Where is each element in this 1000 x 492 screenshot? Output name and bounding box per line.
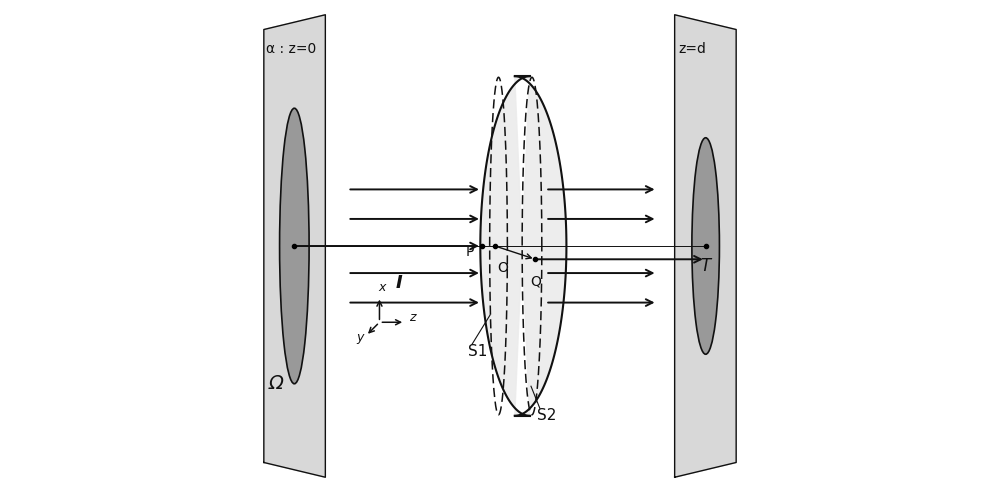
Text: S1: S1 xyxy=(468,344,487,359)
Text: Q: Q xyxy=(530,275,541,288)
Text: α : z=0: α : z=0 xyxy=(266,42,317,56)
Text: T: T xyxy=(701,257,711,275)
Polygon shape xyxy=(480,76,566,416)
Text: y: y xyxy=(356,331,364,344)
Text: S2: S2 xyxy=(537,408,556,423)
Text: Ω: Ω xyxy=(269,374,284,393)
Text: z=d: z=d xyxy=(678,42,706,56)
Text: I: I xyxy=(396,274,403,292)
Text: z: z xyxy=(409,311,415,324)
Polygon shape xyxy=(675,15,736,477)
Text: O: O xyxy=(497,261,508,275)
Ellipse shape xyxy=(692,138,719,354)
Text: P: P xyxy=(466,245,474,259)
Text: x: x xyxy=(379,281,386,294)
Ellipse shape xyxy=(280,108,309,384)
Polygon shape xyxy=(264,15,325,477)
